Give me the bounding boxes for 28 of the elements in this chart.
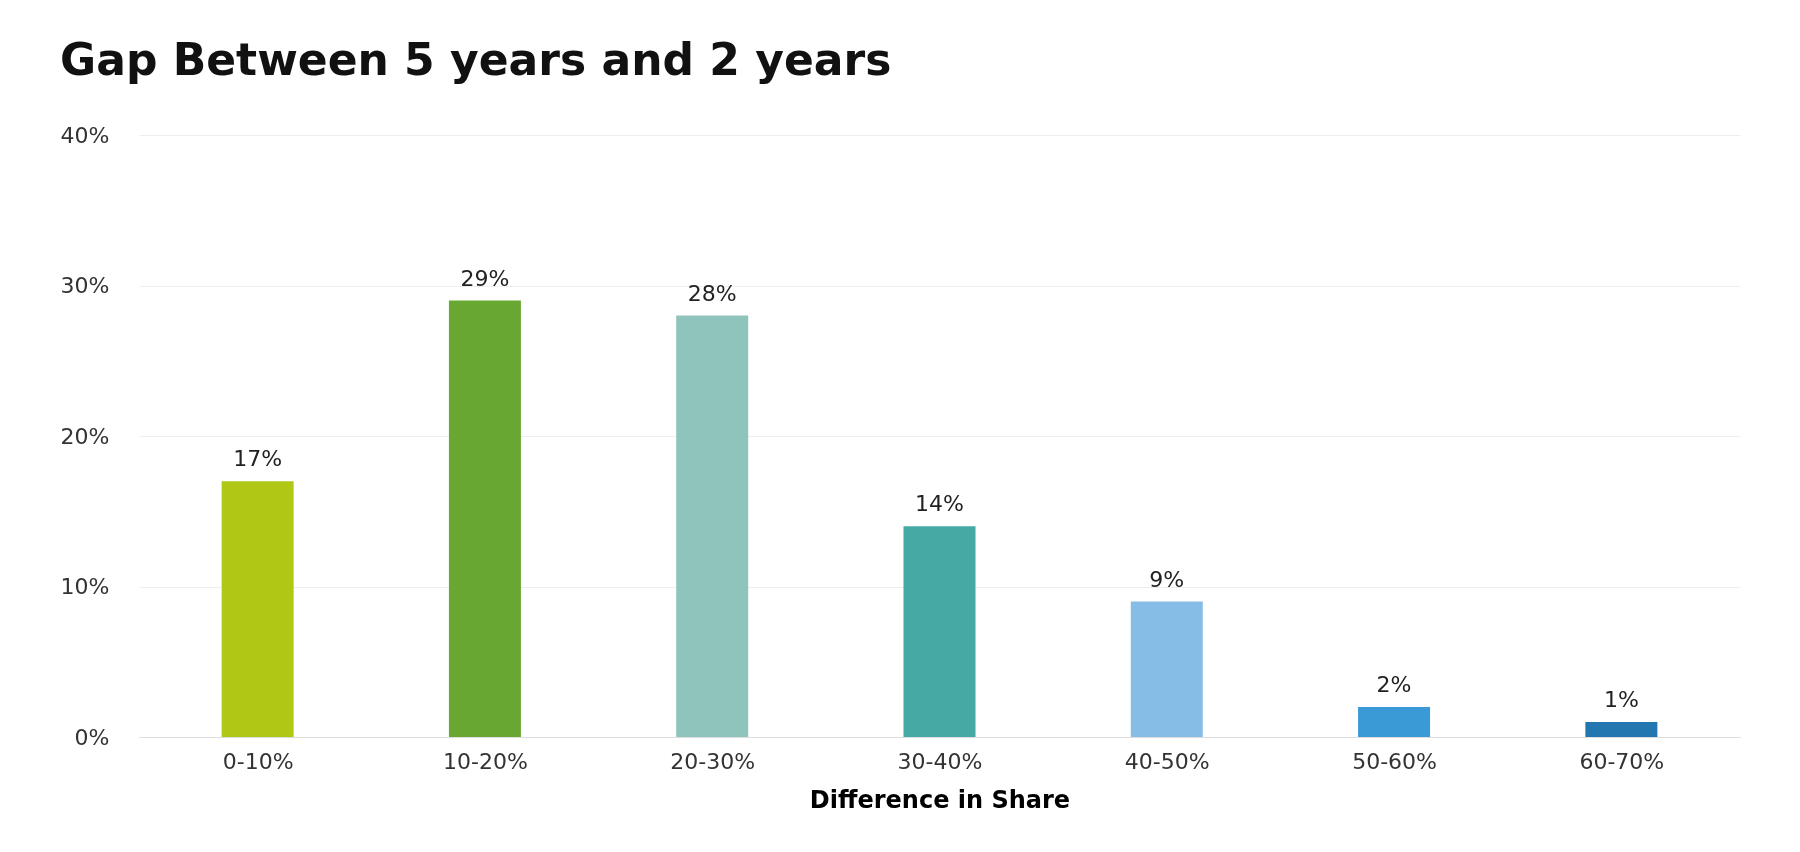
x-tick-label: 0-10% [222,748,294,774]
data-label: 2% [1376,671,1412,697]
bar [221,481,294,737]
bar [1358,706,1431,737]
data-label: 9% [1149,566,1185,592]
y-tick-label: 40% [60,122,110,148]
y-tick-label: 20% [60,423,110,449]
data-label: 17% [233,446,283,472]
y-tick-label: 30% [60,273,110,298]
y-tick-label: 10% [60,574,110,599]
data-label: 1% [1603,686,1639,712]
bar [1585,721,1658,737]
x-tick-label: 40-50% [1124,748,1210,774]
data-label: 29% [460,265,510,291]
x-tick-label: 60-70% [1579,748,1665,774]
bar [903,526,976,737]
x-axis-title: Difference in Share [809,785,1071,814]
x-tick-label: 20-30% [670,748,756,774]
data-label: 28% [687,280,737,306]
chart-title: Gap Between 5 years and 2 years [60,34,892,85]
x-tick-label: 50-60% [1352,748,1437,774]
x-tick-label: 10-20% [443,748,528,774]
bar [448,300,521,737]
bar [676,315,749,737]
bar [1130,601,1203,737]
x-tick-label: 30-40% [897,748,983,774]
data-label: 14% [915,491,964,517]
y-tick-label: 0% [74,724,110,750]
